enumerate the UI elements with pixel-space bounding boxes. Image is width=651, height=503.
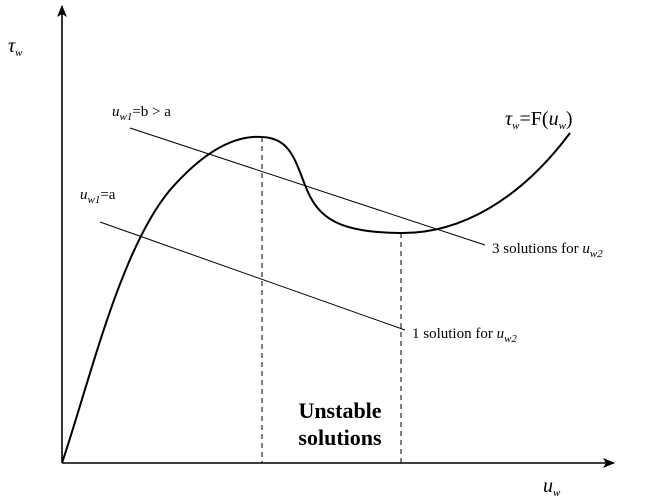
text-part: =a <box>100 187 115 203</box>
line-a-result: 1 solution for uw2 <box>412 326 517 345</box>
line-b-result: 3 solutions for uw2 <box>492 241 603 260</box>
text-part: u <box>80 187 88 203</box>
text-part: τ <box>8 35 16 57</box>
line-b-label: uw1=b > a <box>112 104 171 123</box>
subscript: w <box>553 487 561 499</box>
load-line <box>99 221 406 331</box>
text-part: =F( <box>520 108 549 130</box>
subscript: w <box>512 120 520 132</box>
subscript: w <box>559 120 567 132</box>
subscript: w2 <box>590 248 603 260</box>
text-part: u <box>112 104 120 120</box>
text-part: u <box>582 241 590 257</box>
text-part: ) <box>566 108 573 130</box>
region-label: solutions <box>298 425 382 450</box>
subscript: w2 <box>504 333 517 345</box>
text-part: =b > a <box>132 104 171 120</box>
x-axis-label: uw <box>543 475 561 499</box>
text-part: u <box>497 326 505 342</box>
curve-label: τw=F(uw) <box>505 108 573 132</box>
line-a-label: uw1=a <box>80 187 116 206</box>
subscript: w1 <box>88 194 101 206</box>
y-axis-label: τw <box>8 35 23 59</box>
subscript: w <box>15 47 23 59</box>
region-label: Unstable <box>298 398 381 423</box>
text-part: 1 solution for <box>412 326 497 342</box>
load-line <box>129 127 486 246</box>
text-part: 3 solutions for <box>492 241 582 257</box>
text-part: u <box>543 475 553 497</box>
curve <box>61 132 571 464</box>
text-part: u <box>549 108 559 130</box>
text-part: τ <box>505 108 513 130</box>
subscript: w1 <box>120 111 133 123</box>
